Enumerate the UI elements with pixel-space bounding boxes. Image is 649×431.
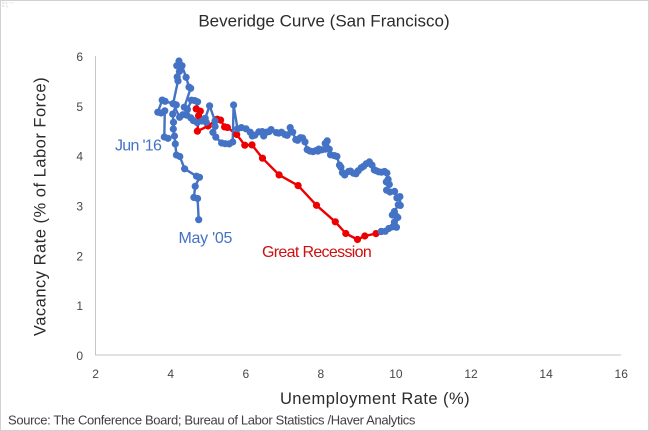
- svg-text:14: 14: [539, 367, 553, 381]
- svg-text:6: 6: [242, 367, 249, 381]
- svg-text:16: 16: [615, 367, 629, 381]
- svg-text:2: 2: [76, 249, 83, 263]
- svg-text:4: 4: [76, 150, 83, 164]
- svg-text:1: 1: [76, 299, 83, 313]
- svg-text:2: 2: [92, 367, 99, 381]
- svg-text:6: 6: [76, 50, 83, 64]
- svg-text:Source: The Conference Board;: Source: The Conference Board; Bureau of …: [8, 413, 416, 428]
- svg-text:Unemployment Rate (%): Unemployment Rate (%): [280, 390, 470, 408]
- svg-text:4: 4: [167, 367, 174, 381]
- svg-text:Great Recession: Great Recession: [262, 244, 371, 261]
- svg-text:0: 0: [76, 349, 83, 363]
- svg-text:12: 12: [464, 367, 478, 381]
- svg-text:Vacancy Rate (% of Labor Force: Vacancy Rate (% of Labor Force): [32, 77, 50, 336]
- svg-text:May '05: May '05: [179, 230, 233, 247]
- svg-text:8: 8: [317, 367, 324, 381]
- svg-text:Beveridge Curve (San Francisco: Beveridge Curve (San Francisco): [198, 12, 449, 31]
- svg-text:Jun '16: Jun '16: [115, 138, 162, 155]
- svg-text:10: 10: [389, 367, 403, 381]
- svg-text:5: 5: [76, 100, 83, 114]
- svg-text:3: 3: [76, 200, 83, 214]
